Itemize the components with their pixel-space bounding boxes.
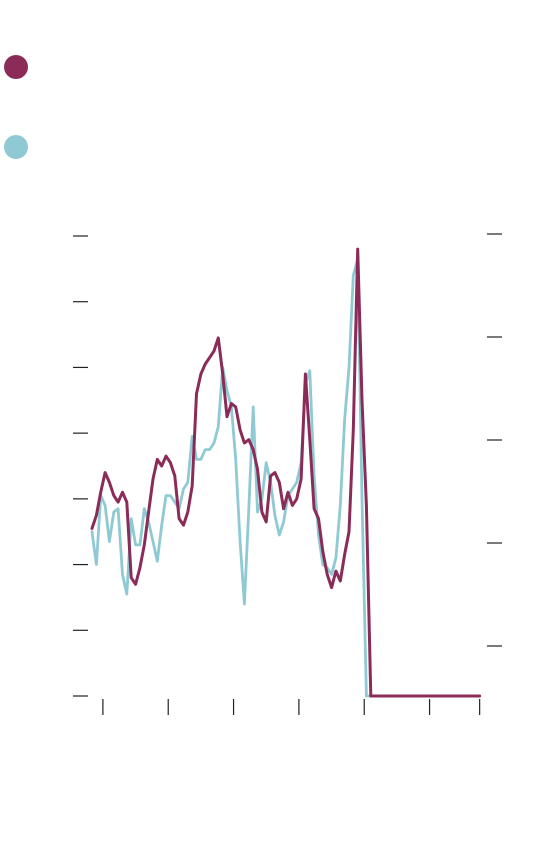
series-line-1 <box>90 247 482 698</box>
legend-swatch-series-1 <box>4 55 28 79</box>
series-line-2 <box>90 257 482 698</box>
legend-swatch-series-2 <box>4 135 28 159</box>
